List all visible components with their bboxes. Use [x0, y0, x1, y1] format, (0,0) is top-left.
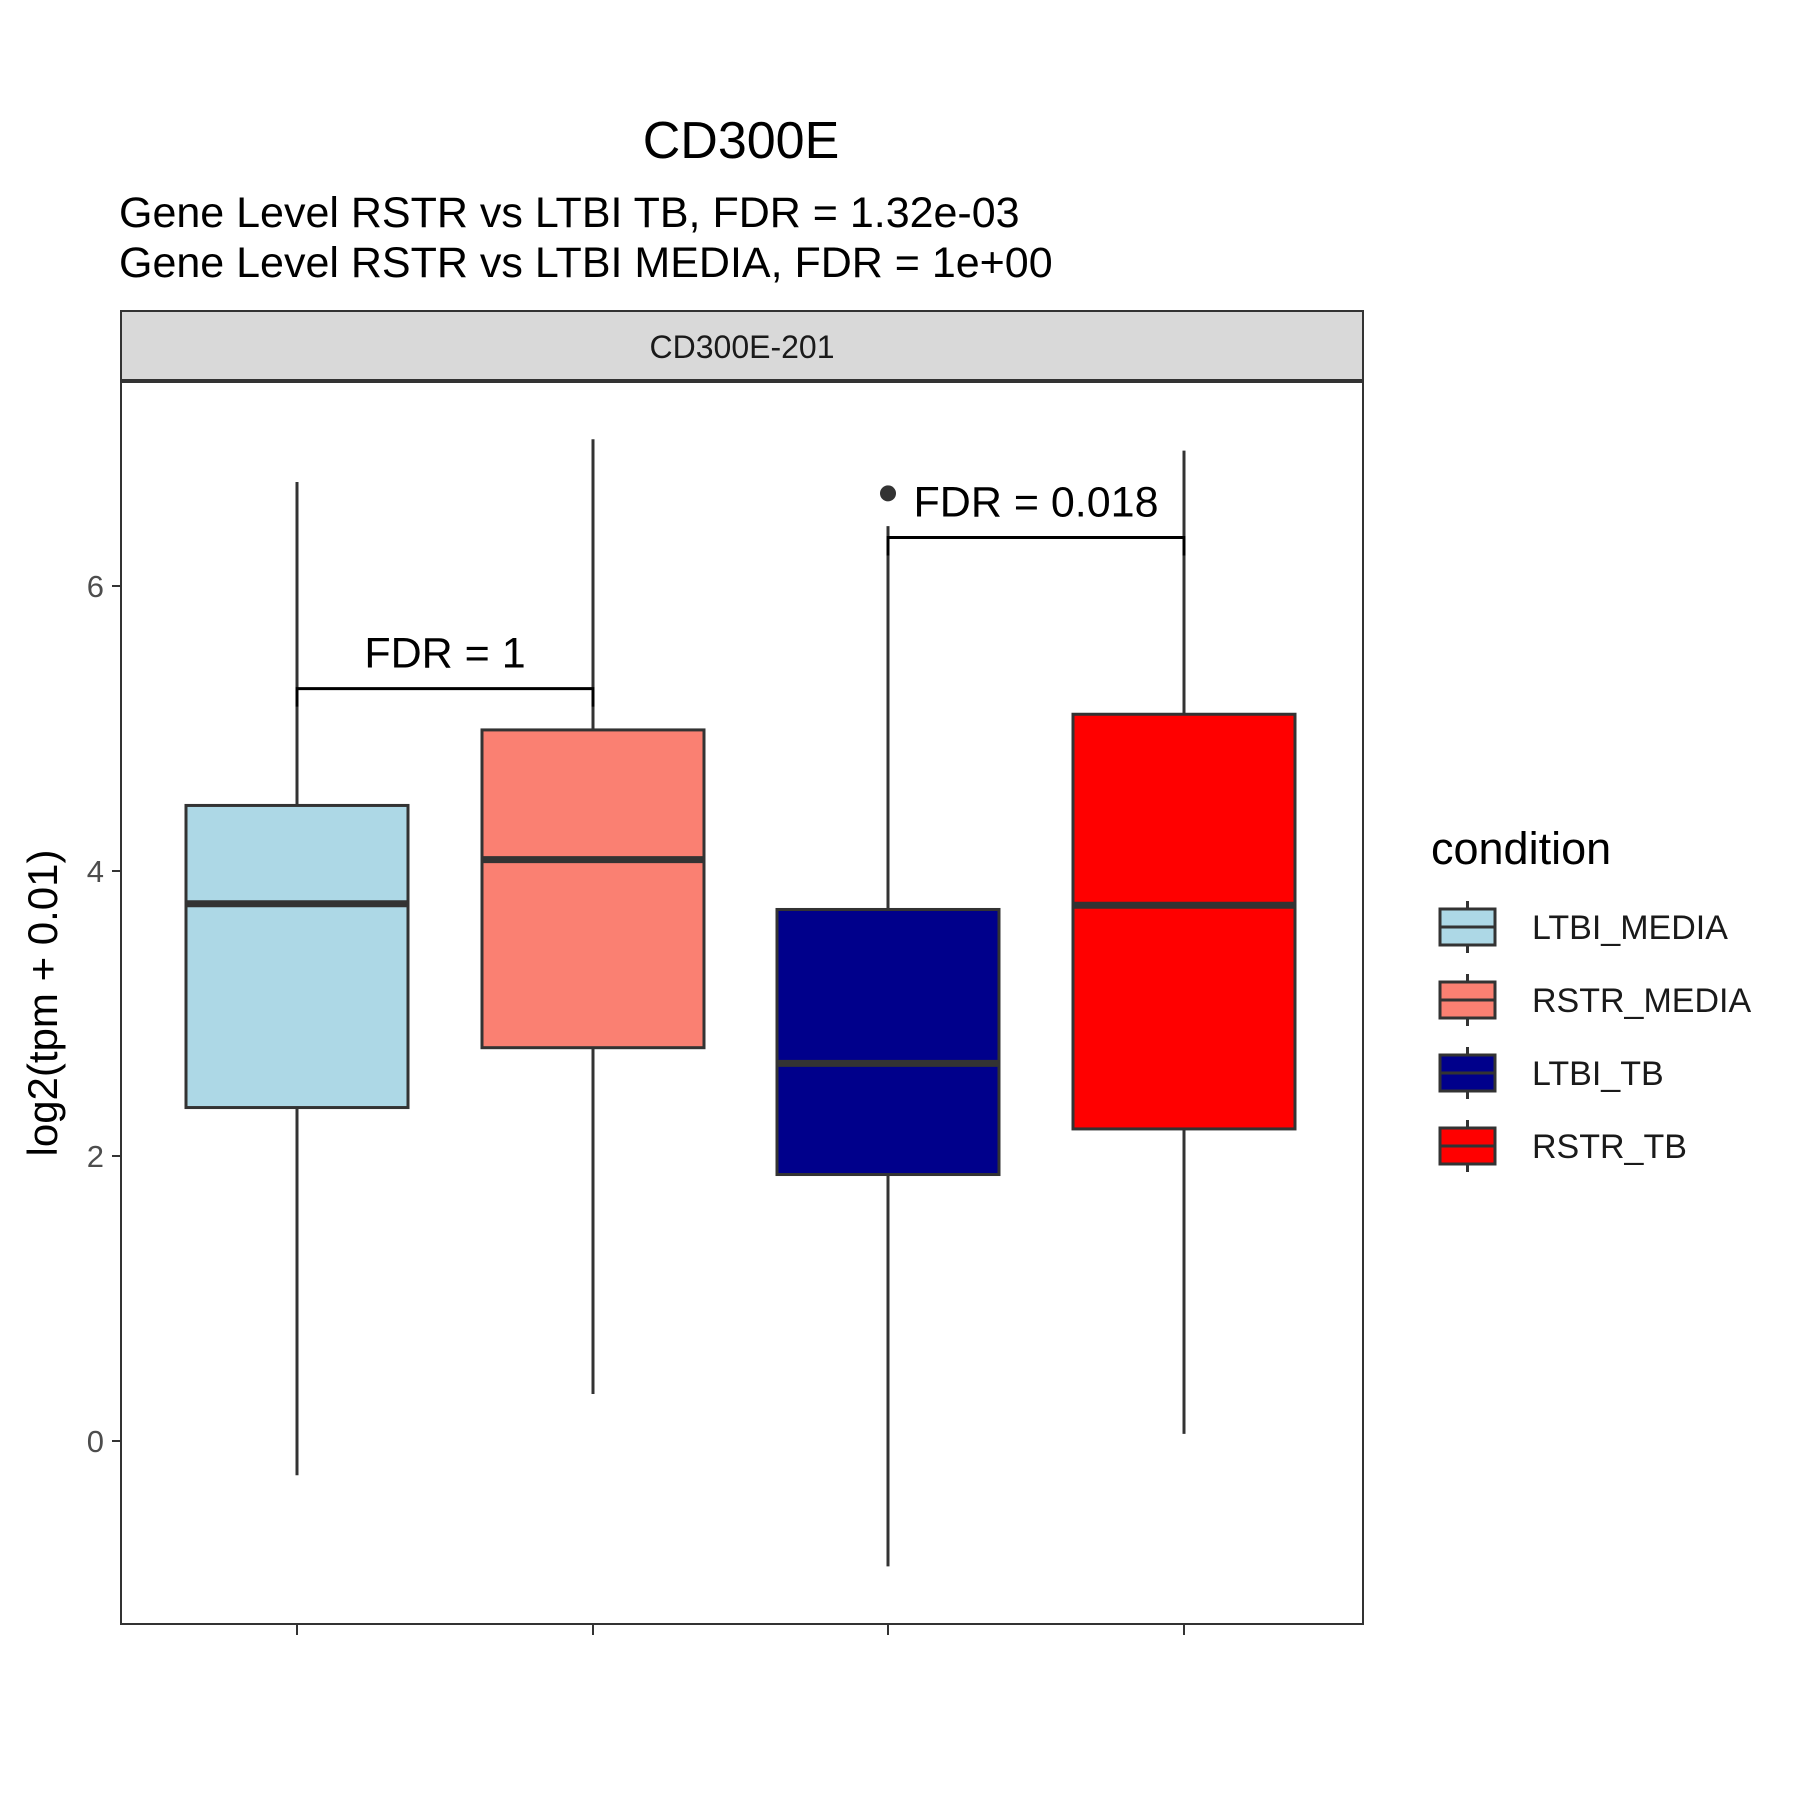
y-tick-label: 0: [87, 1424, 104, 1459]
legend-item-rstr-tb: RSTR_TB: [1438, 1120, 1687, 1172]
fdr-annotation-group: FDR = 1 FDR = 0.018: [295, 479, 1186, 707]
box-ltbi-tb: [775, 485, 1001, 1567]
legend-item-ltbi-tb: LTBI_TB: [1438, 1047, 1664, 1099]
chart-title: CD300E: [643, 112, 840, 170]
fdr-label: FDR = 0.018: [914, 479, 1159, 527]
x-axis: [296, 1624, 1185, 1635]
legend-item-label: RSTR_MEDIA: [1532, 982, 1751, 1020]
y-tick-label: 4: [87, 854, 104, 889]
box-ltbi-media: [184, 481, 410, 1476]
legend-item-label: LTBI_TB: [1532, 1055, 1664, 1093]
y-tick-label: 2: [87, 1139, 104, 1174]
box-body: [1071, 712, 1297, 1131]
legend-item-ltbi-media: LTBI_MEDIA: [1438, 901, 1728, 953]
legend: condition LTBI_MEDIA RSTR_MEDIA LTBI_TB RST…: [1431, 823, 1751, 1172]
chart-subtitle-line-2: Gene Level RSTR vs LTBI MEDIA, FDR = 1e+…: [119, 239, 1053, 287]
legend-title: condition: [1431, 823, 1611, 874]
box-body: [184, 803, 410, 1110]
chart-subtitle-line-1: Gene Level RSTR vs LTBI TB, FDR = 1.32e-…: [119, 189, 1020, 237]
fdr-label: FDR = 1: [364, 630, 525, 678]
box-body: [480, 728, 706, 1050]
box-series-group: [184, 439, 1297, 1567]
y-tick-label: 6: [87, 569, 104, 604]
fdr-bracket: FDR = 1: [295, 630, 595, 707]
box-rstr-media: [480, 439, 706, 1394]
box-body: [775, 907, 1001, 1177]
facet-label: CD300E-201: [650, 329, 835, 365]
fdr-bracket: FDR = 0.018: [886, 479, 1186, 556]
y-axis-title: log2(tpm + 0.01): [19, 849, 66, 1156]
facet-strip: [120, 310, 1364, 381]
outlier-point: [880, 485, 896, 502]
legend-item-rstr-media: RSTR_MEDIA: [1438, 974, 1751, 1026]
legend-item-label: RSTR_TB: [1532, 1128, 1687, 1166]
box-rstr-tb: [1071, 450, 1297, 1434]
bracket-line: [886, 536, 1186, 556]
bracket-line: [295, 687, 595, 707]
y-axis: 0 2 4 6: [87, 569, 121, 1459]
legend-item-label: LTBI_MEDIA: [1532, 909, 1728, 947]
